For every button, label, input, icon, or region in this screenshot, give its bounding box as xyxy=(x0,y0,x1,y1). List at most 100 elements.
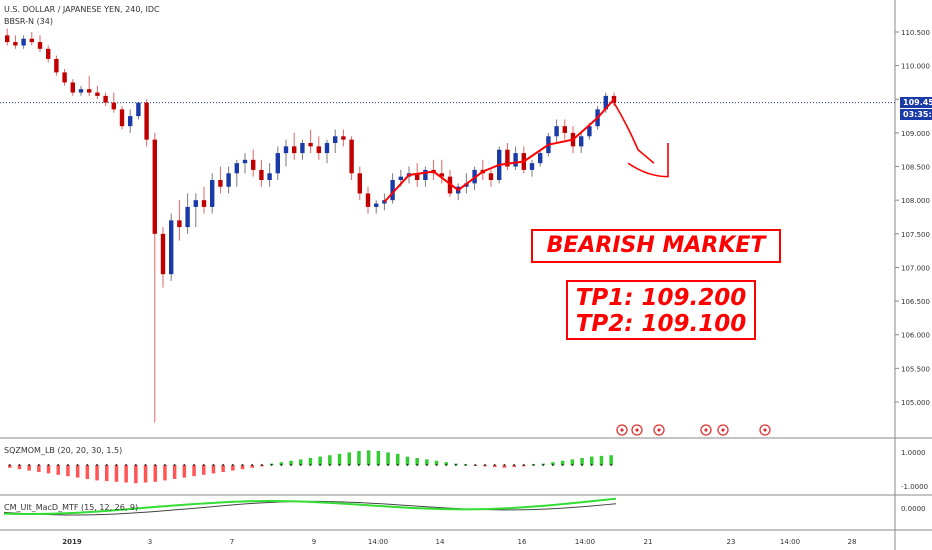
squeeze-bar xyxy=(289,460,293,465)
squeeze-dot xyxy=(18,464,21,466)
y-tick-label: 107.500 xyxy=(901,231,930,239)
y-tick-label: 108.500 xyxy=(901,164,930,172)
candle-body xyxy=(374,203,379,207)
squeeze-bar xyxy=(105,465,109,482)
y-tick-label: 105.500 xyxy=(901,365,930,373)
squeeze-bar xyxy=(85,465,90,479)
candle-body xyxy=(210,180,215,207)
chart-header: U.S. DOLLAR / JAPANESE YEN, 240, IDC BBS… xyxy=(4,4,160,28)
squeeze-dot xyxy=(309,464,312,466)
projection-down-path xyxy=(613,102,655,164)
squeeze-dot xyxy=(96,464,98,466)
squeeze-dot xyxy=(425,464,428,466)
squeeze-dot xyxy=(193,464,195,466)
candle-body xyxy=(603,95,608,110)
candle-body xyxy=(439,173,444,177)
squeeze-bar xyxy=(493,465,497,468)
candle-body xyxy=(5,35,10,43)
candle-body xyxy=(398,176,403,180)
squeeze-dot xyxy=(571,464,574,466)
squeeze-bar xyxy=(366,450,371,465)
squeeze-bar xyxy=(308,458,313,465)
countdown-badge: 03:35:28 xyxy=(900,109,932,120)
candle-body xyxy=(95,92,100,96)
x-tick-label: 28 xyxy=(848,538,857,546)
candle-body xyxy=(242,159,248,164)
candle-body xyxy=(226,173,231,187)
squeeze-bar xyxy=(415,458,419,465)
x-tick-label: 2019 xyxy=(62,538,82,546)
squeeze-bar xyxy=(386,452,390,465)
candle-body xyxy=(316,146,321,154)
squeeze-dot xyxy=(522,464,525,466)
squeeze-bar xyxy=(211,465,216,474)
x-tick-label: 21 xyxy=(644,538,653,546)
squeeze-bar xyxy=(124,465,128,483)
squeeze-bar xyxy=(376,451,381,465)
squeeze-dot xyxy=(260,464,263,466)
squeeze-dot xyxy=(222,464,225,466)
squeeze-dot xyxy=(513,464,516,466)
squeeze-dot xyxy=(493,464,496,466)
squeeze-dot xyxy=(377,464,380,466)
squeeze-bar xyxy=(202,465,206,475)
squeeze-axis-label: -1.0000 xyxy=(901,483,928,491)
squeeze-bar xyxy=(318,456,322,465)
tp1-text: TP1: 109.200 xyxy=(575,285,747,311)
squeeze-dot xyxy=(561,464,564,466)
candle-body xyxy=(62,72,67,83)
candle-body xyxy=(554,126,559,137)
candle-body xyxy=(103,95,108,103)
candle-body xyxy=(251,159,256,170)
squeeze-dot xyxy=(600,464,603,466)
x-tick-label: 14:00 xyxy=(368,538,388,546)
squeeze-bar xyxy=(405,456,410,465)
bearish-annotation-box[interactable]: BEARISH MARKET xyxy=(531,229,781,263)
x-tick-label: 14:00 xyxy=(575,538,595,546)
squeeze-bar xyxy=(27,465,31,471)
squeeze-bar xyxy=(172,465,177,479)
squeeze-bar xyxy=(192,465,196,477)
x-tick-label: 14:00 xyxy=(780,538,800,546)
squeeze-dot xyxy=(105,464,108,466)
squeeze-bar xyxy=(337,453,342,465)
squeeze-dot xyxy=(202,464,205,466)
squeeze-dot xyxy=(542,464,545,466)
squeeze-bar xyxy=(95,465,99,481)
squeeze-bar xyxy=(357,451,361,465)
candle-body xyxy=(144,102,149,140)
event-icon-dot xyxy=(620,428,624,432)
squeeze-bar xyxy=(425,459,429,465)
candle-body xyxy=(54,58,59,73)
x-tick-label: 14 xyxy=(436,538,445,546)
tp2-text: TP2: 109.100 xyxy=(575,311,747,337)
candle-body xyxy=(587,126,592,137)
squeeze-dot xyxy=(396,464,399,466)
candle-body xyxy=(267,173,272,180)
squeeze-dot xyxy=(144,464,147,466)
candle-body xyxy=(185,206,190,228)
squeeze-bar xyxy=(551,462,555,465)
y-tick-label: 109.000 xyxy=(901,130,930,138)
candle-body xyxy=(390,180,395,201)
squeeze-bar xyxy=(221,465,225,472)
candle-body xyxy=(119,109,125,127)
squeeze-dot xyxy=(28,464,31,466)
squeeze-bar xyxy=(512,465,516,468)
symbol-title: U.S. DOLLAR / JAPANESE YEN, 240, IDC xyxy=(4,5,160,14)
squeeze-bar xyxy=(328,455,332,465)
squeeze-bar xyxy=(444,462,448,465)
candle-body xyxy=(169,220,174,275)
candle-body xyxy=(341,136,346,140)
candle-body xyxy=(218,180,223,187)
candle-body xyxy=(87,89,92,93)
squeeze-bar xyxy=(17,465,22,470)
candle-body xyxy=(78,89,84,93)
candle-body xyxy=(234,163,239,174)
event-icon-dot xyxy=(721,428,725,432)
squeeze-bar xyxy=(609,455,613,465)
squeeze-bar xyxy=(182,465,187,478)
targets-annotation-box[interactable]: TP1: 109.200 TP2: 109.100 xyxy=(566,280,756,340)
squeeze-dot xyxy=(357,464,360,466)
